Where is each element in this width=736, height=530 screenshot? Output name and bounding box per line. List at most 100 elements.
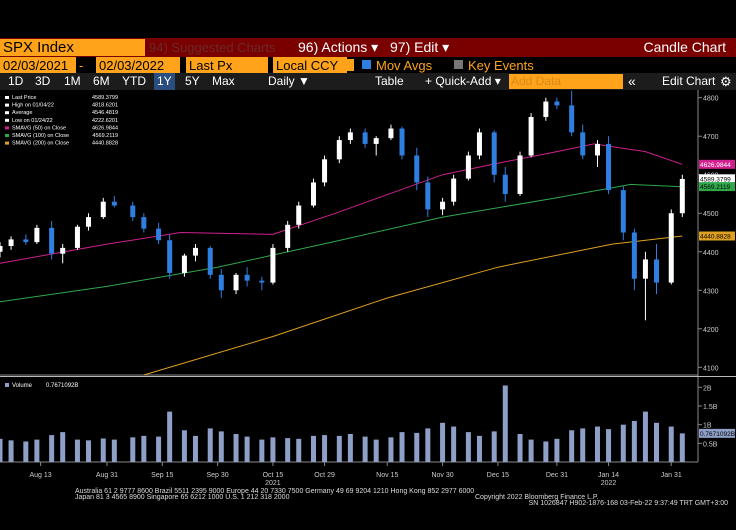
volume-name: Volume <box>12 383 33 389</box>
volume-bar <box>580 428 586 462</box>
legend-swatch <box>5 111 9 115</box>
volume-bar <box>606 429 612 462</box>
currency-select[interactable]: Local CCY <box>273 57 347 74</box>
y-tick-label: 1.5B <box>703 404 718 411</box>
value-flag <box>699 159 735 169</box>
period-button[interactable]: 3D <box>35 74 51 88</box>
candle-body <box>425 182 431 210</box>
period-button[interactable]: Max <box>212 74 235 88</box>
period-button[interactable]: 1Y <box>154 73 175 90</box>
candle-body <box>440 201 446 210</box>
candle-body <box>373 138 379 144</box>
candle-body <box>218 274 224 291</box>
period-button[interactable]: 5Y <box>185 74 200 88</box>
x-tick-label: Oct 29 <box>314 472 335 479</box>
actions-menu[interactable]: 96) Actions ▾ <box>298 39 379 55</box>
legend-swatch <box>5 96 9 99</box>
period-button[interactable]: 1M <box>64 74 81 88</box>
security-field[interactable]: SPX Index <box>0 39 145 56</box>
legend-swatch <box>5 134 9 137</box>
volume-bar <box>425 428 431 462</box>
volume-bar <box>465 432 471 462</box>
frequency-select[interactable]: Daily ▼ <box>268 74 310 88</box>
volume-bar <box>668 426 674 462</box>
volume-bar <box>207 428 213 462</box>
collapse-button[interactable]: « <box>628 73 636 89</box>
candle-body <box>322 159 328 183</box>
year-label: 2022 <box>601 480 617 487</box>
x-tick-label: Aug 13 <box>29 472 51 479</box>
settings-icon[interactable]: ⚙ <box>720 74 732 89</box>
volume-bar <box>502 385 508 462</box>
y-tick-label: 4800 <box>703 96 719 103</box>
candle-body <box>347 132 353 141</box>
volume-bar <box>517 434 523 462</box>
edit-chart-button[interactable]: Edit Chart <box>662 74 716 88</box>
period-button[interactable]: YTD <box>122 74 146 88</box>
volume-bar <box>322 435 328 462</box>
value-flag <box>699 182 735 192</box>
legend-value: 4818.6201 <box>92 103 118 109</box>
suggested-charts[interactable]: 94) Suggested Charts <box>149 40 276 55</box>
volume-bar <box>74 439 80 462</box>
candle-body <box>642 259 648 279</box>
candle-body <box>362 132 368 144</box>
volume-bar <box>296 438 302 462</box>
volume-bar <box>451 426 457 462</box>
key-events-label[interactable]: Key Events <box>468 58 534 73</box>
volume-bar <box>347 434 353 462</box>
legend-value: 4589.3799 <box>92 95 118 101</box>
volume-bar <box>543 441 549 462</box>
x-tick-label: Nov 30 <box>431 472 453 479</box>
candle-body <box>100 201 106 218</box>
value-flag <box>699 174 735 184</box>
settings-bar: 02/03/2021 - 02/03/2022 Last Px Local CC… <box>0 57 736 74</box>
y-tick-label: 4700 <box>703 134 719 141</box>
volume-bar <box>653 422 659 462</box>
end-date[interactable]: 02/03/2022 <box>96 57 180 74</box>
volume-bar <box>631 420 637 462</box>
field-select[interactable]: Last Px <box>186 57 268 74</box>
moving-average-line <box>143 235 683 376</box>
candle-body <box>74 226 80 248</box>
period-button[interactable]: 6M <box>93 74 110 88</box>
candle-body <box>296 205 302 225</box>
x-tick-label: Sep 30 <box>207 472 229 479</box>
volume-bar <box>49 435 55 462</box>
value-flag <box>699 231 735 241</box>
candle-body <box>569 105 575 133</box>
volume-bar <box>100 438 106 462</box>
volume-bar <box>0 438 3 462</box>
legend-name: Average <box>12 110 32 116</box>
table-button[interactable]: Table <box>375 74 404 88</box>
volume-bar <box>679 433 685 462</box>
mov-avgs-checkbox[interactable] <box>362 60 371 69</box>
mov-avgs-label[interactable]: Mov Avgs <box>376 58 433 73</box>
key-events-checkbox[interactable] <box>454 60 463 69</box>
quick-add[interactable]: + Quick-Add ▾ <box>425 74 501 88</box>
x-tick-label: Jan 14 <box>598 472 619 479</box>
volume-bar <box>60 432 66 462</box>
volume-bar <box>270 437 276 462</box>
dropdown-button[interactable] <box>345 59 354 71</box>
value-flag-label: 0.7671092B <box>700 431 735 438</box>
candle-body <box>49 227 55 254</box>
volume-bar <box>181 430 187 462</box>
date-dash: - <box>79 58 84 73</box>
candle-body <box>476 132 482 156</box>
candle-body <box>207 247 213 275</box>
footer-text: SN 1026847 H902-1876-168 03-Feb-22 9:37:… <box>529 500 729 507</box>
add-data-input[interactable]: Add Data <box>509 74 623 89</box>
chart: 410042004300440045004600470048000.5B1B1.… <box>0 90 736 507</box>
period-button[interactable]: 1D <box>8 74 24 88</box>
volume-bar <box>218 431 224 462</box>
x-tick-label: Dec 31 <box>546 472 568 479</box>
y-tick-label: 1B <box>703 423 712 430</box>
y-tick-label: 4200 <box>703 327 719 334</box>
y-tick-label: 0.5B <box>703 441 718 448</box>
candle-body <box>465 155 471 179</box>
legend-swatch <box>5 141 9 145</box>
edit-menu[interactable]: 97) Edit ▾ <box>390 39 450 55</box>
x-tick-label: Dec 15 <box>487 472 509 479</box>
start-date[interactable]: 02/03/2021 <box>0 57 76 74</box>
